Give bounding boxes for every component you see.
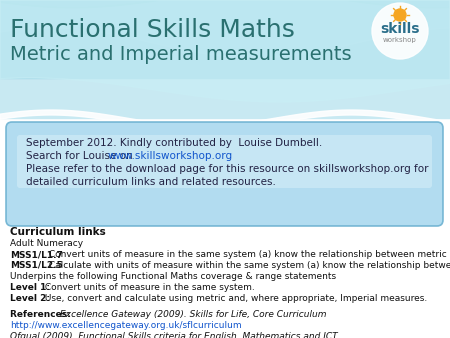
Text: Convert units of measure in the same system (a) know the relationship between me: Convert units of measure in the same sys… xyxy=(46,250,450,259)
Text: Excellence Gateway (2009). Skills for Life, Core Curriculum: Excellence Gateway (2009). Skills for Li… xyxy=(60,310,327,319)
Circle shape xyxy=(394,9,406,21)
Text: Search for Louise on: Search for Louise on xyxy=(26,151,136,161)
Text: References:: References: xyxy=(10,310,77,319)
Text: Ofqual (2009). Functional Skills criteria for English, Mathematics and ICT: Ofqual (2009). Functional Skills criteri… xyxy=(10,332,337,338)
Text: Please refer to the download page for this resource on skillsworkshop.org for: Please refer to the download page for th… xyxy=(26,164,428,174)
Text: workshop: workshop xyxy=(383,37,417,43)
Text: Adult Numeracy: Adult Numeracy xyxy=(10,239,83,248)
Text: detailed curriculum links and related resources.: detailed curriculum links and related re… xyxy=(26,177,276,187)
Text: Level 2:: Level 2: xyxy=(10,294,50,303)
Text: MSS1/L1.7: MSS1/L1.7 xyxy=(10,250,63,259)
FancyBboxPatch shape xyxy=(6,122,443,226)
Text: Curriculum links: Curriculum links xyxy=(10,227,106,237)
Text: http://www.excellencegateway.org.uk/sflcurriculum: http://www.excellencegateway.org.uk/sflc… xyxy=(10,321,242,330)
Text: skills: skills xyxy=(380,22,420,36)
Text: Metric and Imperial measurements: Metric and Imperial measurements xyxy=(10,45,351,64)
Circle shape xyxy=(372,3,428,59)
Text: Calculate with units of measure within the same system (a) know the relationship: Calculate with units of measure within t… xyxy=(46,261,450,270)
Text: September 2012. Kindly contributed by  Louise Dumbell.: September 2012. Kindly contributed by Lo… xyxy=(26,138,322,148)
FancyBboxPatch shape xyxy=(17,135,432,188)
Text: Level 1:: Level 1: xyxy=(10,283,50,292)
Text: Use, convert and calculate using metric and, where appropriate, Imperial measure: Use, convert and calculate using metric … xyxy=(42,294,427,303)
Text: Functional Skills Maths: Functional Skills Maths xyxy=(10,18,295,42)
Text: Convert units of measure in the same system.: Convert units of measure in the same sys… xyxy=(42,283,255,292)
Text: MSS1/L2.5: MSS1/L2.5 xyxy=(10,261,63,270)
Text: Underpins the following Functional Maths coverage & range statements: Underpins the following Functional Maths… xyxy=(10,272,336,281)
Text: www.skillsworkshop.org: www.skillsworkshop.org xyxy=(108,151,233,161)
